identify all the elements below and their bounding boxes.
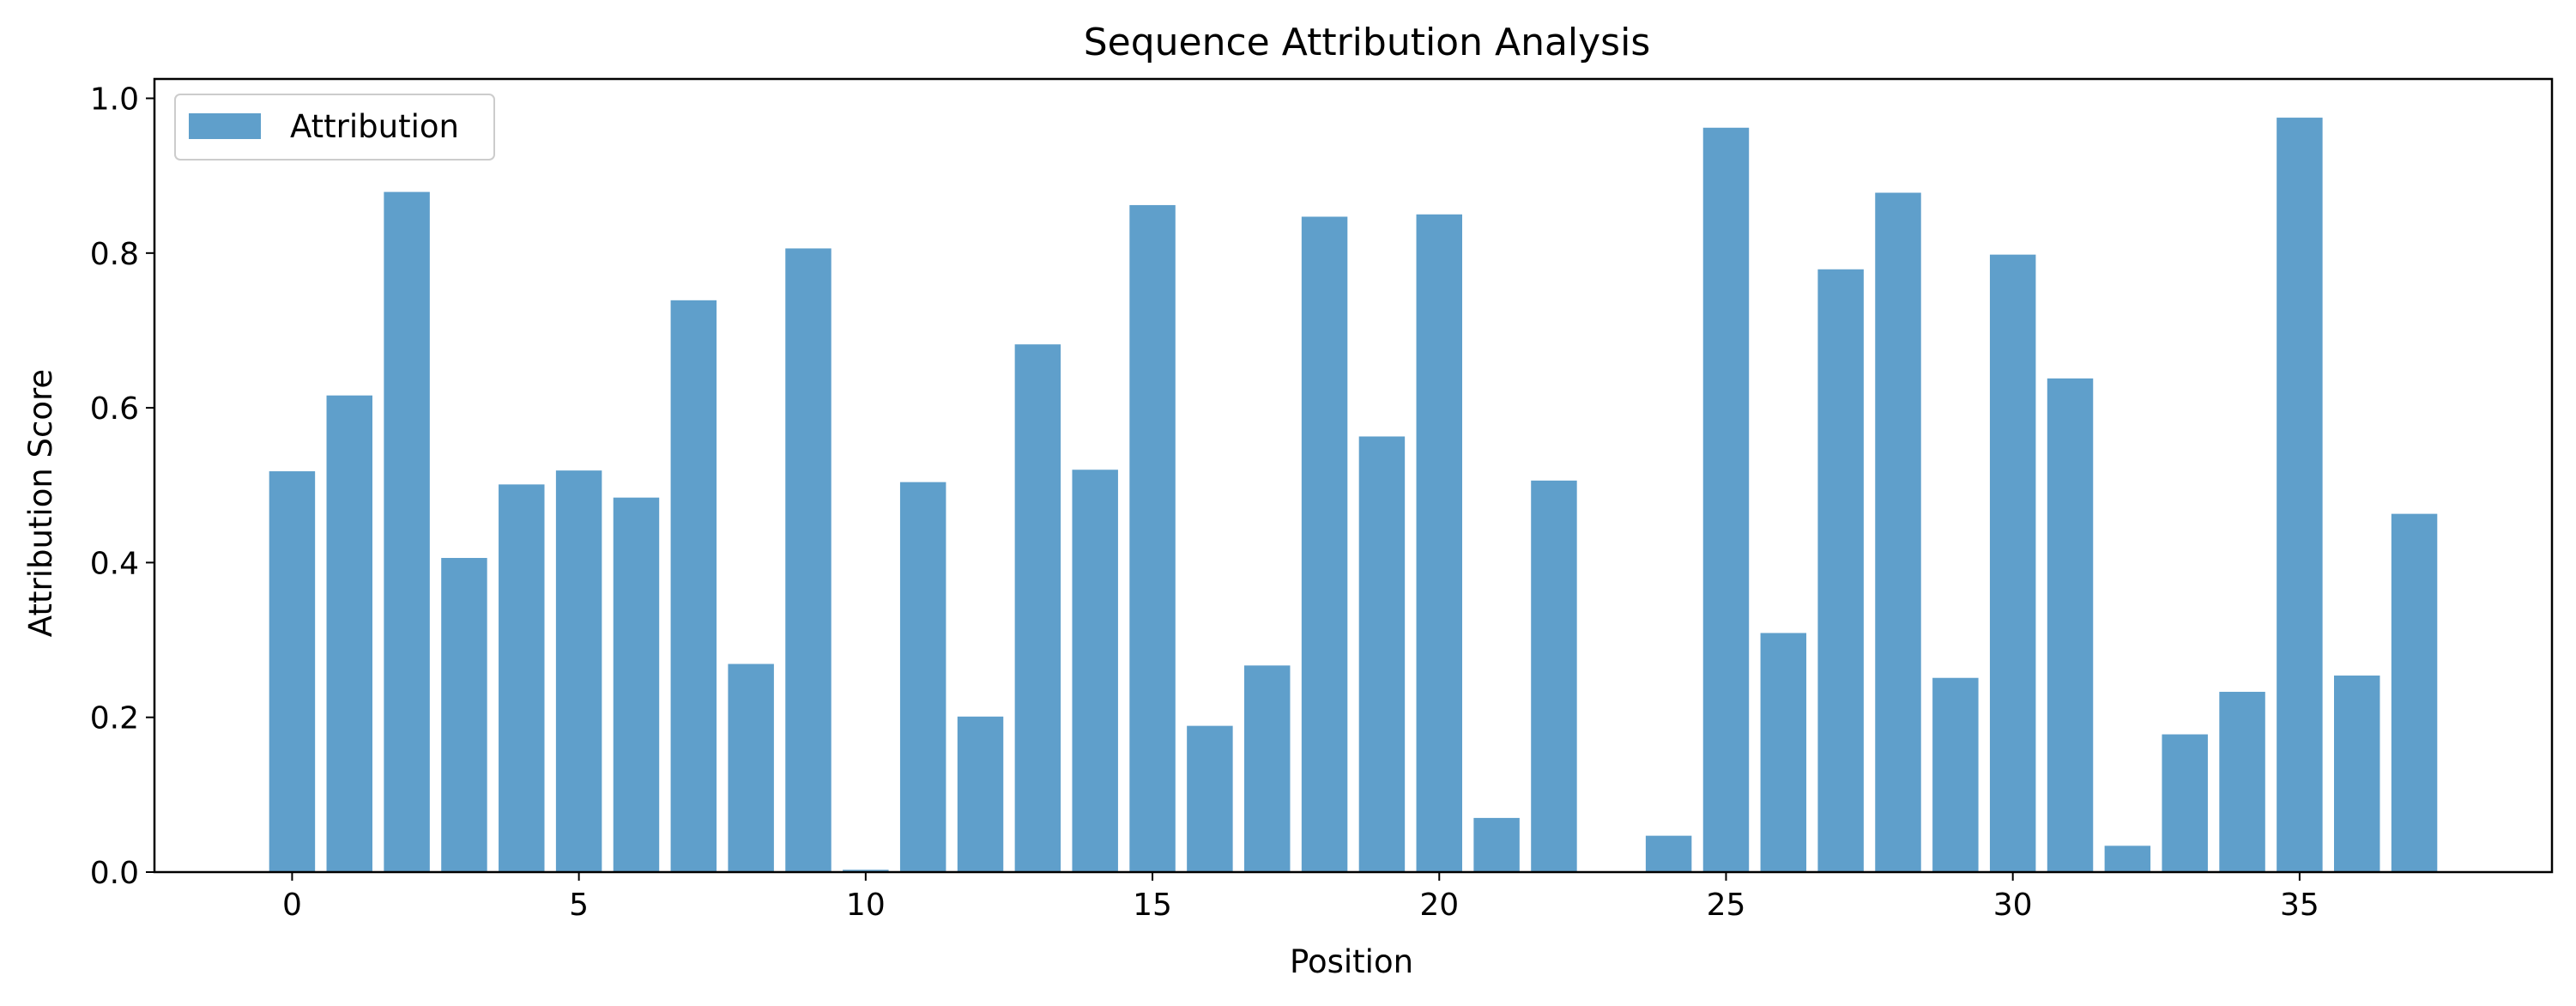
- x-tick-label: 20: [1419, 888, 1459, 923]
- plot-frame: [153, 77, 2554, 874]
- bar-position-32: [2104, 845, 2151, 872]
- bar-position-28: [1875, 192, 1921, 872]
- legend-entry-attribution: Attribution: [290, 108, 459, 145]
- y-tick-label: 0.8: [90, 237, 139, 272]
- bar-position-12: [957, 716, 1004, 872]
- bar-position-7: [670, 300, 717, 872]
- bar-position-33: [2162, 734, 2208, 872]
- bar-position-25: [1702, 127, 1750, 873]
- bar-position-6: [613, 497, 660, 872]
- bar-position-36: [2334, 676, 2380, 872]
- y-tick-label: 0.4: [90, 546, 139, 581]
- bar-position-22: [1531, 480, 1577, 872]
- legend-swatch: [189, 113, 261, 139]
- bar-position-5: [555, 470, 602, 872]
- bar-position-16: [1187, 725, 1233, 872]
- x-tick-label: 15: [1133, 888, 1172, 923]
- bar-position-26: [1760, 633, 1807, 872]
- bar-position-3: [441, 558, 487, 872]
- bar-position-8: [728, 664, 774, 872]
- bar-position-17: [1244, 665, 1291, 872]
- x-axis-label: Position: [1290, 943, 1413, 980]
- bar-position-15: [1129, 204, 1176, 872]
- bar-position-27: [1817, 269, 1864, 872]
- legend-box: [174, 94, 495, 161]
- chart-title: Sequence Attribution Analysis: [1084, 21, 1651, 64]
- bar-position-18: [1301, 216, 1348, 872]
- bar-position-29: [1932, 677, 1979, 872]
- bar-position-2: [384, 191, 430, 873]
- bar-position-31: [2047, 378, 2094, 872]
- bars-group: [269, 118, 2438, 873]
- y-axis-ticks: 0.0 0.2 0.4 0.6 0.8 1.0: [90, 82, 154, 891]
- y-axis-label: Attribution Score: [22, 369, 59, 637]
- x-tick-label: 10: [846, 888, 886, 923]
- bar-position-20: [1416, 214, 1462, 872]
- legend: Attribution: [174, 94, 495, 161]
- bar-position-0: [269, 471, 316, 872]
- bar-position-19: [1358, 436, 1406, 872]
- x-tick-label: 5: [569, 888, 589, 923]
- bar-position-35: [2277, 118, 2323, 872]
- bar-position-30: [1989, 254, 2036, 872]
- bar-position-11: [899, 482, 946, 872]
- y-tick-label: 1.0: [90, 82, 139, 118]
- y-tick-label: 0.2: [90, 701, 139, 736]
- bar-position-24: [1645, 835, 1692, 872]
- bar-position-21: [1473, 817, 1520, 872]
- bar-position-34: [2219, 691, 2265, 872]
- x-tick-label: 35: [2280, 888, 2319, 923]
- bar-position-14: [1072, 470, 1118, 872]
- bar-position-1: [326, 395, 372, 872]
- y-tick-label: 0.6: [90, 391, 139, 427]
- x-axis-ticks: 0 5 10 15 20 25 30 35: [282, 872, 2319, 923]
- bar-position-13: [1014, 344, 1061, 872]
- x-tick-label: 30: [1993, 888, 2033, 923]
- bar-position-4: [499, 484, 545, 872]
- x-tick-label: 0: [282, 888, 302, 923]
- bar-position-37: [2391, 513, 2438, 872]
- bar-position-9: [785, 248, 831, 872]
- x-tick-label: 25: [1707, 888, 1746, 923]
- y-tick-label: 0.0: [90, 856, 139, 891]
- bar-position-10: [843, 870, 889, 872]
